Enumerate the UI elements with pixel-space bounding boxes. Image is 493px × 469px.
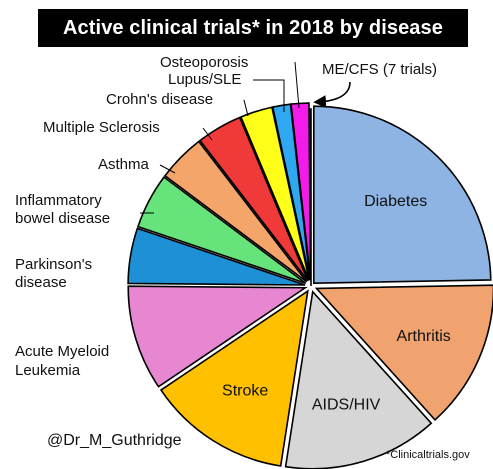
chart-title: Active clinical trials* in 2018 by disea… xyxy=(38,9,468,47)
pie-labels: Diabetes Arthritis AIDS/HIV Stroke Acute Mye… xyxy=(15,54,451,414)
leader-line xyxy=(202,127,213,141)
slice-label: Crohn's disease xyxy=(106,91,213,108)
slice-label: Multiple Sclerosis xyxy=(43,119,160,136)
pie-slice xyxy=(163,140,308,283)
source-note: *Clinicaltrials.gov xyxy=(386,449,470,461)
pie-slice xyxy=(290,102,312,281)
pie-slice xyxy=(314,284,493,421)
pie-slices xyxy=(127,102,493,469)
pie-slice xyxy=(127,227,306,286)
author-credit: @Dr_M_Guthridge xyxy=(47,432,182,449)
slice-label: Stroke xyxy=(222,383,268,400)
slice-label: AIDS/HIV xyxy=(312,397,381,414)
pie-slice xyxy=(239,106,310,281)
pie-slice xyxy=(127,285,308,388)
leader-line xyxy=(294,61,300,109)
pie-slice xyxy=(284,289,433,469)
pie-slice xyxy=(308,108,312,287)
slice-label: Inflammatory bowel disease xyxy=(15,192,110,227)
pie-slice xyxy=(313,105,492,284)
slice-label: Parkinson's disease xyxy=(15,256,92,291)
pie-slice xyxy=(136,176,307,284)
slice-label: Acute Myeloid Leukemia xyxy=(15,343,109,379)
leader-line xyxy=(253,79,285,112)
leader-line xyxy=(243,99,249,117)
pie-slice xyxy=(198,116,309,282)
slice-label: Asthma xyxy=(98,156,150,173)
slice-label: Arthritis xyxy=(397,328,451,345)
me-cfs-arrow xyxy=(313,81,351,108)
leader-line xyxy=(159,164,176,174)
pie-slice xyxy=(159,289,309,467)
slice-label: Lupus/SLE xyxy=(168,71,241,88)
slice-label: Diabetes xyxy=(364,193,427,210)
slice-label: Osteoporosis xyxy=(160,54,248,71)
slice-label: ME/CFS (7 trials) xyxy=(322,61,437,78)
